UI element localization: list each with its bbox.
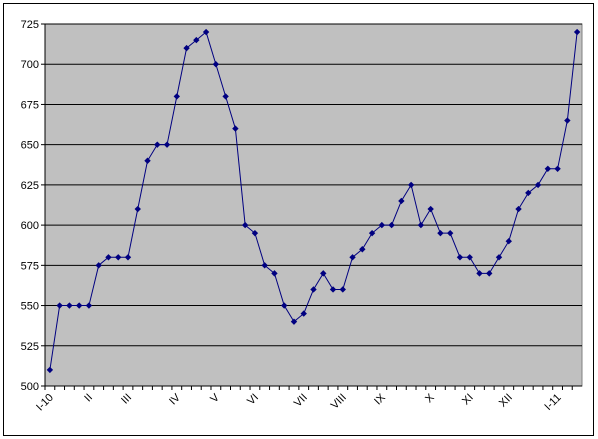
data-point [534, 181, 542, 189]
data-point [466, 254, 473, 261]
data-point [329, 286, 337, 293]
data-point [564, 117, 571, 124]
plot-area [44, 23, 583, 387]
y-tick-label: 725 [21, 19, 39, 31]
data-point [476, 270, 483, 277]
data-point [505, 238, 512, 245]
data-point [310, 286, 317, 293]
y-tick-label: 500 [21, 381, 39, 393]
data-point [144, 157, 151, 164]
data-point [544, 165, 552, 172]
data-point [486, 270, 493, 277]
data-point [446, 229, 454, 237]
data-point [202, 28, 210, 36]
data-point [349, 254, 356, 261]
data-point [427, 205, 434, 213]
data-point [173, 93, 181, 100]
data-point [66, 302, 73, 309]
data-point [554, 165, 561, 172]
data-point [456, 254, 464, 261]
y-tick-label: 675 [21, 99, 39, 111]
data-point [359, 246, 366, 253]
data-point [75, 302, 83, 309]
data-point [212, 61, 220, 68]
data-point [281, 302, 288, 309]
data-point [378, 221, 386, 229]
data-point [85, 302, 93, 309]
data-point [261, 262, 268, 269]
data-point [398, 197, 405, 205]
data-point [124, 254, 132, 261]
data-point [300, 310, 307, 317]
y-tick-label: 600 [21, 220, 39, 232]
data-point [105, 254, 112, 261]
data-point [251, 229, 259, 237]
y-tick-label: 550 [21, 301, 39, 313]
data-point [154, 141, 161, 148]
data-point [163, 141, 171, 148]
data-point [232, 125, 239, 132]
data-point [134, 205, 141, 213]
data-point [271, 270, 278, 277]
data-point [95, 262, 102, 269]
y-tick-label: 650 [21, 140, 39, 152]
data-point [46, 366, 54, 374]
data-point [290, 318, 298, 325]
data-point [56, 302, 63, 309]
y-tick-label: 700 [21, 59, 39, 71]
y-tick-label: 575 [21, 260, 39, 272]
data-point [115, 254, 122, 261]
data-point [495, 254, 503, 261]
data-point [320, 270, 327, 277]
data-point [388, 221, 395, 229]
data-point [573, 28, 581, 36]
data-point [183, 44, 190, 52]
data-point [417, 221, 425, 229]
y-tick-label: 525 [21, 341, 39, 353]
data-point [368, 229, 376, 237]
data-point [407, 181, 415, 189]
data-point [222, 93, 229, 100]
data-point [339, 286, 346, 293]
data-point [515, 205, 522, 213]
data-point [241, 221, 249, 229]
data-point [437, 229, 444, 237]
data-point [525, 189, 532, 197]
y-tick-label: 625 [21, 180, 39, 192]
data-point [193, 36, 200, 44]
